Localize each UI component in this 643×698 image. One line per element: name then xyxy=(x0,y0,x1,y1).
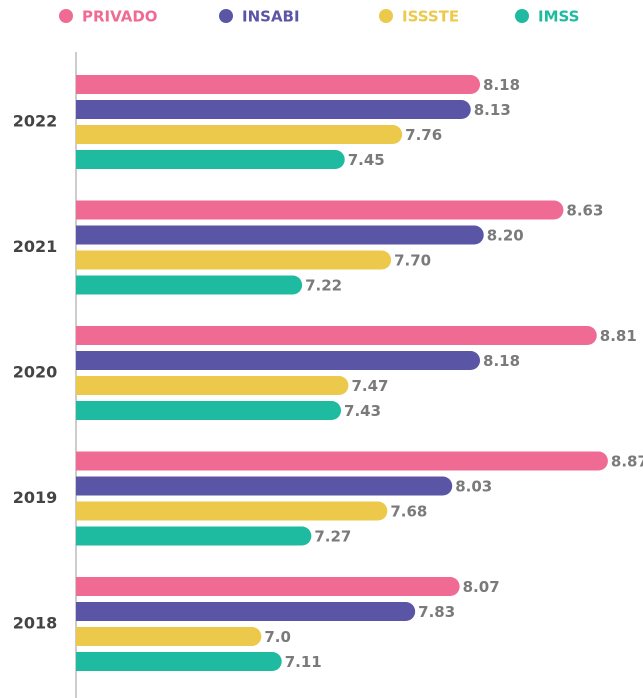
data-label: 8.13 xyxy=(474,101,511,119)
data-label: 7.70 xyxy=(394,252,431,270)
bar xyxy=(75,326,597,345)
data-label: 7.22 xyxy=(305,277,342,295)
y-tick-label: 2022 xyxy=(13,112,58,131)
data-label: 8.18 xyxy=(483,76,520,94)
legend-swatch xyxy=(379,9,393,23)
bar xyxy=(76,225,484,245)
data-label: 7.43 xyxy=(344,402,381,420)
bar xyxy=(76,602,416,621)
bar xyxy=(76,376,349,395)
data-label: 7.47 xyxy=(351,377,388,395)
bar xyxy=(76,526,312,546)
data-label: 7.45 xyxy=(348,151,385,169)
bar xyxy=(76,401,342,420)
legend-label: ISSSTE xyxy=(402,8,459,26)
data-label: 7.27 xyxy=(314,528,351,546)
data-label: 7.76 xyxy=(405,126,442,144)
bar xyxy=(76,125,403,144)
bar xyxy=(76,627,262,646)
data-label: 8.03 xyxy=(455,478,492,496)
legend-label: INSABI xyxy=(242,8,300,26)
bar xyxy=(76,577,460,596)
y-tick-label: 2019 xyxy=(13,488,58,507)
bar xyxy=(76,451,608,471)
legend-swatch xyxy=(219,9,233,23)
data-label: 8.63 xyxy=(566,202,603,220)
data-label: 8.20 xyxy=(487,227,524,245)
bar xyxy=(76,351,481,370)
bar xyxy=(76,75,481,94)
data-label: 8.87 xyxy=(611,453,643,471)
data-label: 8.07 xyxy=(463,578,500,596)
bar xyxy=(75,200,564,220)
legend-label: IMSS xyxy=(538,8,579,26)
y-tick-label: 2021 xyxy=(13,237,58,256)
bar xyxy=(76,275,303,295)
legend-swatch xyxy=(59,9,73,23)
data-label: 7.83 xyxy=(418,603,455,621)
legend-swatch xyxy=(515,9,529,23)
bar xyxy=(76,100,471,119)
y-tick-label: 2018 xyxy=(13,614,58,633)
data-label: 8.81 xyxy=(600,327,637,345)
bar xyxy=(76,652,282,671)
y-tick-label: 2020 xyxy=(13,363,58,382)
data-label: 7.68 xyxy=(390,503,427,521)
data-label: 8.18 xyxy=(483,352,520,370)
bar xyxy=(76,476,453,496)
bar xyxy=(76,250,392,270)
legend-label: PRIVADO xyxy=(82,8,158,26)
data-label: 7.11 xyxy=(285,653,322,671)
bar xyxy=(76,150,345,169)
data-label: 7.0 xyxy=(264,628,291,646)
bar xyxy=(76,501,388,521)
